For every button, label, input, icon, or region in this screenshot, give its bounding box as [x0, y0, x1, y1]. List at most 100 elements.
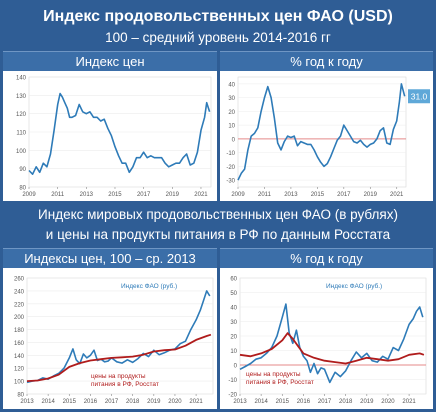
chart2-box: -30 -20 -10 0 10 20 30 40 2009 2011 2013 2015 2017 20… — [220, 71, 433, 201]
y-tick-label: 80 — [17, 393, 24, 399]
y-tick-label: 110 — [16, 131, 26, 137]
x-tick-label: 2011 — [258, 192, 272, 198]
middle-title-line1: Индекс мировых продовольственных цен ФАО… — [38, 207, 398, 222]
y-tick-label: 20 — [228, 110, 235, 116]
series-line-fao — [28, 92, 211, 175]
x-tick-label: 2019 — [360, 399, 374, 405]
y-tick-label: 160 — [14, 341, 25, 347]
series-line-fao — [237, 83, 406, 181]
y-tick-label: 120 — [16, 112, 27, 118]
x-tick-label: 2017 — [137, 192, 151, 198]
y-tick-label: 260 — [14, 277, 25, 283]
x-tick-label: 2013 — [284, 192, 298, 198]
y-tick-label: 10 — [228, 124, 235, 130]
y-tick-label: 10 — [230, 349, 237, 355]
main-title: Индекс продовольственных цен ФАО (USD) — [0, 6, 436, 28]
x-tick-label: 2016 — [84, 399, 98, 405]
x-tick-label: 2017 — [337, 192, 351, 198]
chart4-title: % год к году — [220, 248, 433, 268]
y-tick-label: 40 — [230, 306, 237, 312]
x-tick-label: 2020 — [168, 399, 182, 405]
x-tick-label: 2014 — [41, 399, 55, 405]
legend-rf-line1: цены на продукты — [91, 373, 146, 380]
x-tick-label: 2021 — [189, 399, 203, 405]
y-tick-label: 30 — [230, 320, 237, 326]
y-tick-label: 40 — [228, 82, 235, 88]
x-tick-label: 2018 — [126, 399, 140, 405]
top-title-band: Индекс продовольственных цен ФАО (USD) 1… — [0, 0, 436, 58]
x-tick-label: 2013 — [233, 399, 247, 405]
chart2-title: % год к году — [220, 51, 433, 71]
x-tick-label: 2019 — [166, 192, 180, 198]
legend-rf-line1: цены на продукты — [246, 371, 301, 378]
chart1-title: Индекс цен — [3, 51, 217, 71]
y-tick-label: 90 — [19, 167, 26, 173]
series-line-rf — [26, 333, 212, 382]
chart3-title: Индексы цен, 100 – ср. 2013 — [3, 248, 217, 268]
series-line-fao — [239, 303, 424, 384]
x-tick-label: 2021 — [194, 192, 208, 198]
last-value-label: 31.0 — [411, 91, 428, 101]
x-tick-label: 2021 — [402, 399, 416, 405]
y-tick-label: 120 — [14, 367, 25, 373]
x-tick-label: 2020 — [381, 399, 395, 405]
main-title-suffix: (USD) — [348, 8, 393, 25]
legend-rf-line2: питания в РФ, Росстат — [91, 381, 159, 388]
x-tick-label: 2015 — [108, 192, 122, 198]
y-tick-label: 80 — [19, 186, 26, 192]
y-tick-label: -30 — [226, 179, 235, 185]
main-title-prefix: Индекс продовольственных цен ФАО — [43, 8, 344, 25]
y-tick-label: 240 — [14, 289, 25, 295]
chart3-svg: 80 100 120 140 160 180 200 220 240 260 2013 2014 201… — [14, 277, 214, 405]
y-tick-label: 30 — [228, 96, 235, 102]
x-tick-label: 2017 — [318, 399, 332, 405]
chart2-svg: -30 -20 -10 0 10 20 30 40 2009 2011 2013 2015 2017 20… — [226, 76, 430, 198]
chart4-svg: -20 -10 0 10 20 30 40 50 60 2013 2014 2015 2016 2017 2… — [228, 277, 427, 405]
x-tick-label: 2013 — [20, 399, 34, 405]
x-tick-label: 2019 — [147, 399, 161, 405]
legend-fao: Индекс ФАО (руб.) — [121, 282, 177, 290]
y-tick-label: 130 — [16, 94, 27, 100]
y-tick-label: 180 — [14, 328, 25, 334]
x-tick-label: 2017 — [105, 399, 119, 405]
y-tick-label: 220 — [14, 302, 25, 308]
x-tick-label: 2014 — [254, 399, 268, 405]
y-tick-label: -10 — [228, 378, 237, 384]
x-tick-label: 2011 — [51, 192, 65, 198]
x-tick-label: 2018 — [339, 399, 353, 405]
y-tick-label: -10 — [226, 151, 235, 157]
y-tick-label: 100 — [14, 380, 25, 386]
y-tick-label: 0 — [232, 137, 236, 143]
y-tick-label: 140 — [14, 354, 25, 360]
x-tick-label: 2009 — [231, 192, 245, 198]
y-tick-label: 50 — [230, 291, 237, 297]
y-tick-label: 20 — [230, 335, 237, 341]
last-value-badge — [408, 89, 430, 104]
y-tick-label: 60 — [230, 277, 237, 283]
chart1-box: 80 90 100 110 120 130 140 2009 2011 2013 2015 2017 2… — [3, 71, 217, 201]
chart4-box: -20 -10 0 10 20 30 40 50 60 2013 2014 2015 2016 2017 2… — [220, 268, 433, 409]
legend-fao: Индекс ФАО (руб.) — [326, 282, 382, 290]
x-tick-label: 2015 — [276, 399, 290, 405]
middle-title-band: Индекс мировых продовольственных цен ФАО… — [0, 202, 436, 246]
x-tick-label: 2016 — [297, 399, 311, 405]
series-line-rf — [239, 332, 425, 365]
plot-frame — [237, 76, 407, 188]
x-tick-label: 2013 — [80, 192, 94, 198]
chart1-svg: 80 90 100 110 120 130 140 2009 2011 2013 2015 2017 2… — [16, 76, 212, 198]
y-tick-label: 100 — [16, 149, 27, 155]
middle-title-line2: и цены на продукты питания в РФ по данны… — [45, 227, 391, 242]
x-tick-label: 2019 — [364, 192, 378, 198]
y-tick-label: -20 — [226, 165, 235, 171]
legend-rf-line2: питания в РФ, Росстат — [246, 379, 314, 386]
x-tick-label: 2015 — [63, 399, 77, 405]
x-tick-label: 2015 — [311, 192, 325, 198]
series-line-fao — [26, 290, 211, 384]
x-tick-label: 2021 — [390, 192, 404, 198]
y-tick-label: 200 — [14, 315, 25, 321]
main-subtitle: 100 – средний уровень 2014-2016 гг — [105, 30, 331, 45]
y-tick-label: 140 — [16, 76, 27, 82]
chart3-box: 80 100 120 140 160 180 200 220 240 260 2013 2014 201… — [3, 268, 217, 409]
y-tick-label: -20 — [228, 393, 237, 399]
